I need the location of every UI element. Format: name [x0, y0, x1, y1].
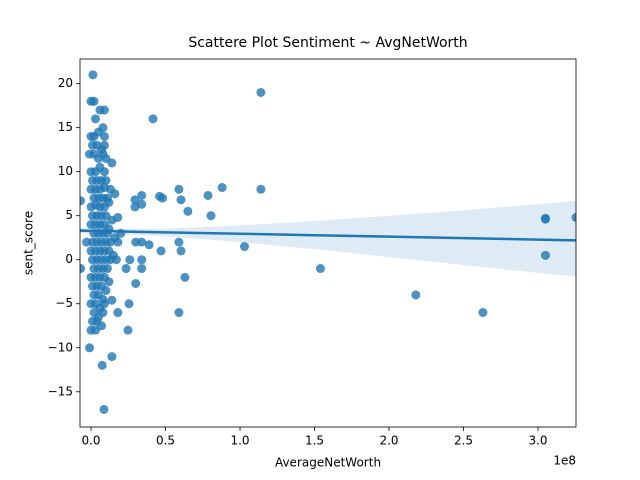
point [540, 250, 550, 260]
point [107, 158, 117, 168]
point [104, 198, 114, 208]
point [571, 212, 576, 222]
axes: 0.0 0.5 1.0 1.5 2.0 2.5 3.0 −15 −10 −5 0 5 10 15 20 [48, 58, 577, 448]
point [113, 308, 123, 318]
point [137, 199, 147, 209]
point [206, 211, 216, 221]
point [99, 131, 109, 141]
x-offset-label: 1e8 [553, 454, 576, 468]
point [99, 105, 109, 115]
point [99, 404, 109, 414]
x-axis-label: AverageNetWorth [275, 456, 381, 470]
point [124, 299, 134, 309]
point [89, 96, 99, 106]
point [315, 264, 325, 274]
point [111, 255, 121, 265]
point [137, 255, 147, 265]
x-tick-label: 3.0 [528, 434, 547, 448]
point [239, 242, 249, 252]
point [101, 286, 111, 296]
point [90, 114, 100, 124]
point [98, 308, 108, 318]
x-tick-label: 1.0 [230, 434, 249, 448]
point [121, 264, 131, 274]
point [203, 190, 213, 200]
y-tick-label: 0 [65, 252, 73, 266]
point [144, 240, 154, 250]
point [101, 175, 111, 185]
point [113, 237, 123, 247]
point [137, 264, 147, 274]
point [174, 184, 184, 194]
x-tick-label: 2.0 [379, 434, 398, 448]
y-tick-label: −10 [48, 340, 73, 354]
point [478, 308, 488, 318]
point [85, 343, 95, 353]
confidence-band [80, 200, 576, 277]
point [97, 360, 107, 370]
point [104, 277, 114, 287]
point [107, 295, 117, 305]
plot-area [80, 70, 576, 414]
regression-line [80, 229, 576, 242]
point [183, 206, 193, 216]
point [98, 123, 108, 133]
point [180, 272, 190, 282]
point [90, 325, 100, 335]
point [540, 213, 550, 223]
point [88, 70, 98, 80]
point [174, 237, 184, 247]
point [102, 264, 112, 274]
point [148, 114, 158, 124]
point [123, 325, 133, 335]
point [256, 87, 266, 97]
point [125, 255, 135, 265]
y-tick-label: 10 [58, 164, 73, 178]
point [110, 189, 120, 199]
point [176, 246, 186, 256]
point [99, 299, 109, 309]
point [174, 308, 184, 318]
y-tick-label: 5 [65, 208, 73, 222]
y-tick-label: −5 [55, 296, 73, 310]
point [176, 195, 186, 205]
point [158, 193, 168, 203]
point [131, 278, 141, 288]
point [99, 140, 109, 150]
x-tick-label: 2.5 [454, 434, 473, 448]
point [217, 183, 227, 193]
point [107, 352, 117, 362]
point [80, 196, 86, 206]
point [99, 167, 109, 177]
y-tick-label: 15 [58, 120, 73, 134]
point [80, 264, 86, 274]
point [105, 237, 115, 247]
point [156, 246, 166, 256]
point [130, 195, 140, 205]
y-axis-label: sent_score [22, 211, 36, 275]
x-tick-label: 0.0 [81, 434, 100, 448]
chart-title: Scattere Plot Sentiment ~ AvgNetWorth [188, 35, 467, 51]
point [137, 190, 147, 200]
plot-frame [79, 58, 577, 428]
y-tick-label: −15 [48, 384, 73, 398]
x-tick-label: 1.5 [305, 434, 324, 448]
y-tick-label: 20 [58, 76, 73, 90]
x-tick-label: 0.5 [156, 434, 175, 448]
point [411, 290, 421, 300]
point [256, 184, 266, 194]
point [131, 237, 141, 247]
point [113, 212, 123, 222]
